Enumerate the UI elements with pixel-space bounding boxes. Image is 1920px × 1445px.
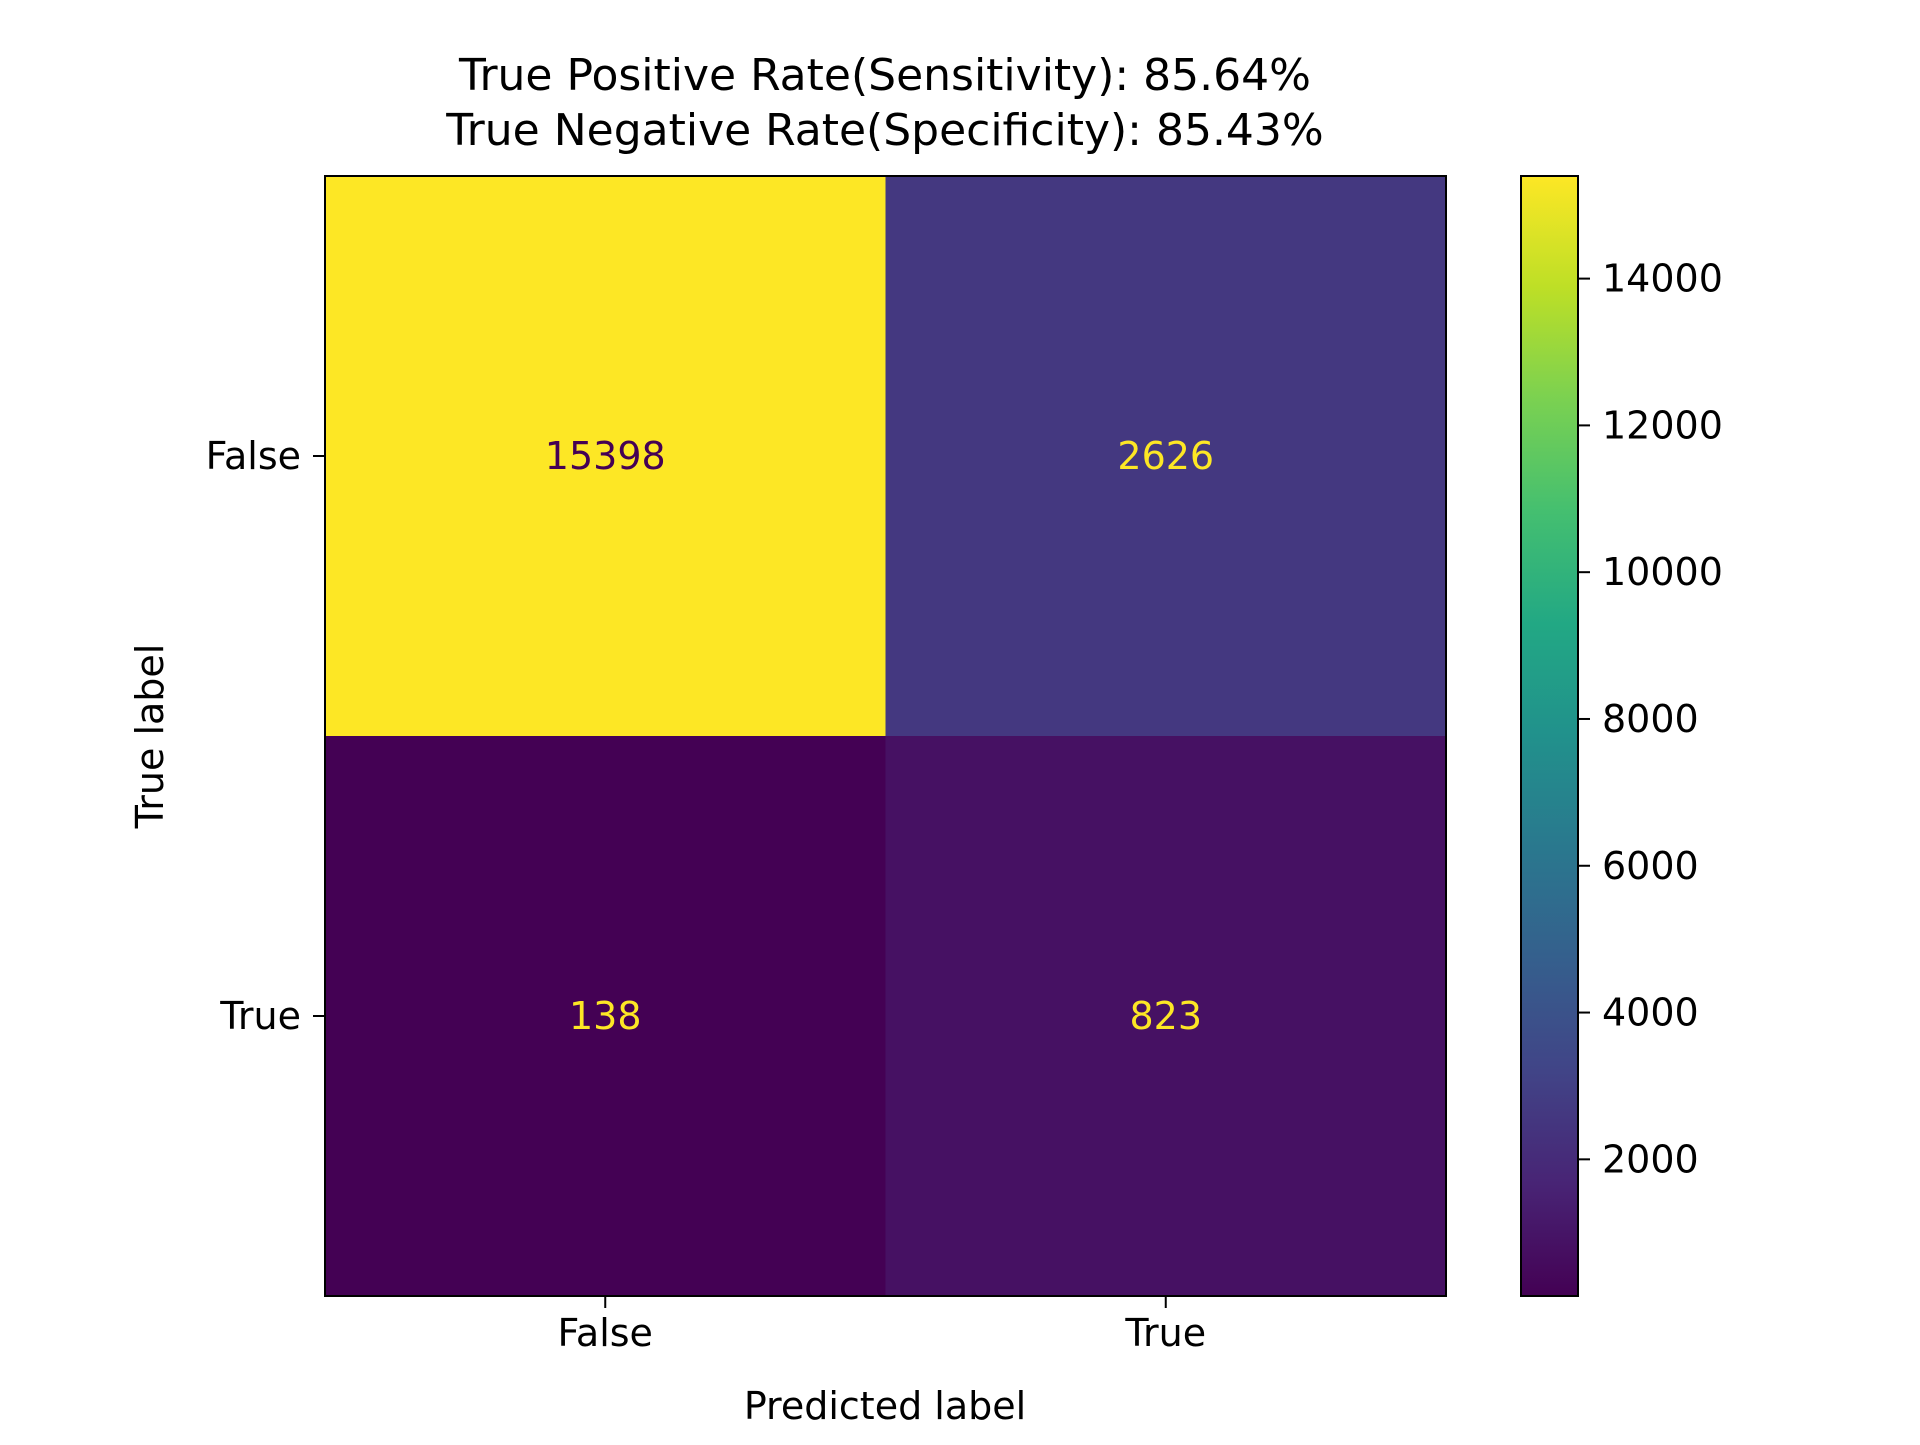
x-tick-label-0: False — [558, 1311, 653, 1355]
x-axis-label: Predicted label — [744, 1384, 1026, 1428]
y-axis-ticks: False True — [206, 434, 325, 1038]
cell-value-1-0: 138 — [569, 994, 642, 1038]
heatmap-cells — [325, 176, 1447, 1297]
y-tick-label-0: False — [206, 434, 301, 478]
colorbar-ticks: 2000 4000 6000 8000 10000 12000 14000 — [1578, 257, 1723, 1181]
plot-frame — [324, 175, 1447, 1297]
heatmap-cell-0-0 — [325, 176, 886, 737]
heatmap-cell-1-1 — [885, 736, 1447, 1297]
x-tick-label-1: True — [1124, 1311, 1206, 1355]
colorbar-tick-label-2: 6000 — [1602, 844, 1699, 888]
colorbar-tick-label-6: 14000 — [1602, 257, 1723, 301]
y-axis-label: True label — [128, 644, 172, 830]
colorbar — [1520, 175, 1579, 1297]
heatmap-cell-labels: 15398 2626 138 823 — [545, 434, 1214, 1038]
heatmap-cell-1-0 — [325, 736, 886, 1297]
cell-value-0-0: 15398 — [545, 434, 666, 478]
cell-value-0-1: 2626 — [1117, 434, 1214, 478]
colorbar-tick-label-0: 2000 — [1602, 1137, 1699, 1181]
cell-value-1-1: 823 — [1129, 994, 1202, 1038]
colorbar-tick-label-3: 8000 — [1602, 697, 1699, 741]
chart-title-line-1: True Positive Rate(Sensitivity): 85.64% — [458, 50, 1311, 101]
heatmap-cell-0-1 — [885, 176, 1447, 737]
colorbar-tick-label-1: 4000 — [1602, 991, 1699, 1035]
colorbar-tick-label-4: 10000 — [1602, 550, 1723, 594]
y-tick-label-1: True — [219, 994, 301, 1038]
colorbar-tick-label-5: 12000 — [1602, 403, 1723, 447]
x-axis-ticks: False True — [558, 1296, 1206, 1355]
chart-title-line-2: True Negative Rate(Specificity): 85.43% — [445, 105, 1323, 156]
